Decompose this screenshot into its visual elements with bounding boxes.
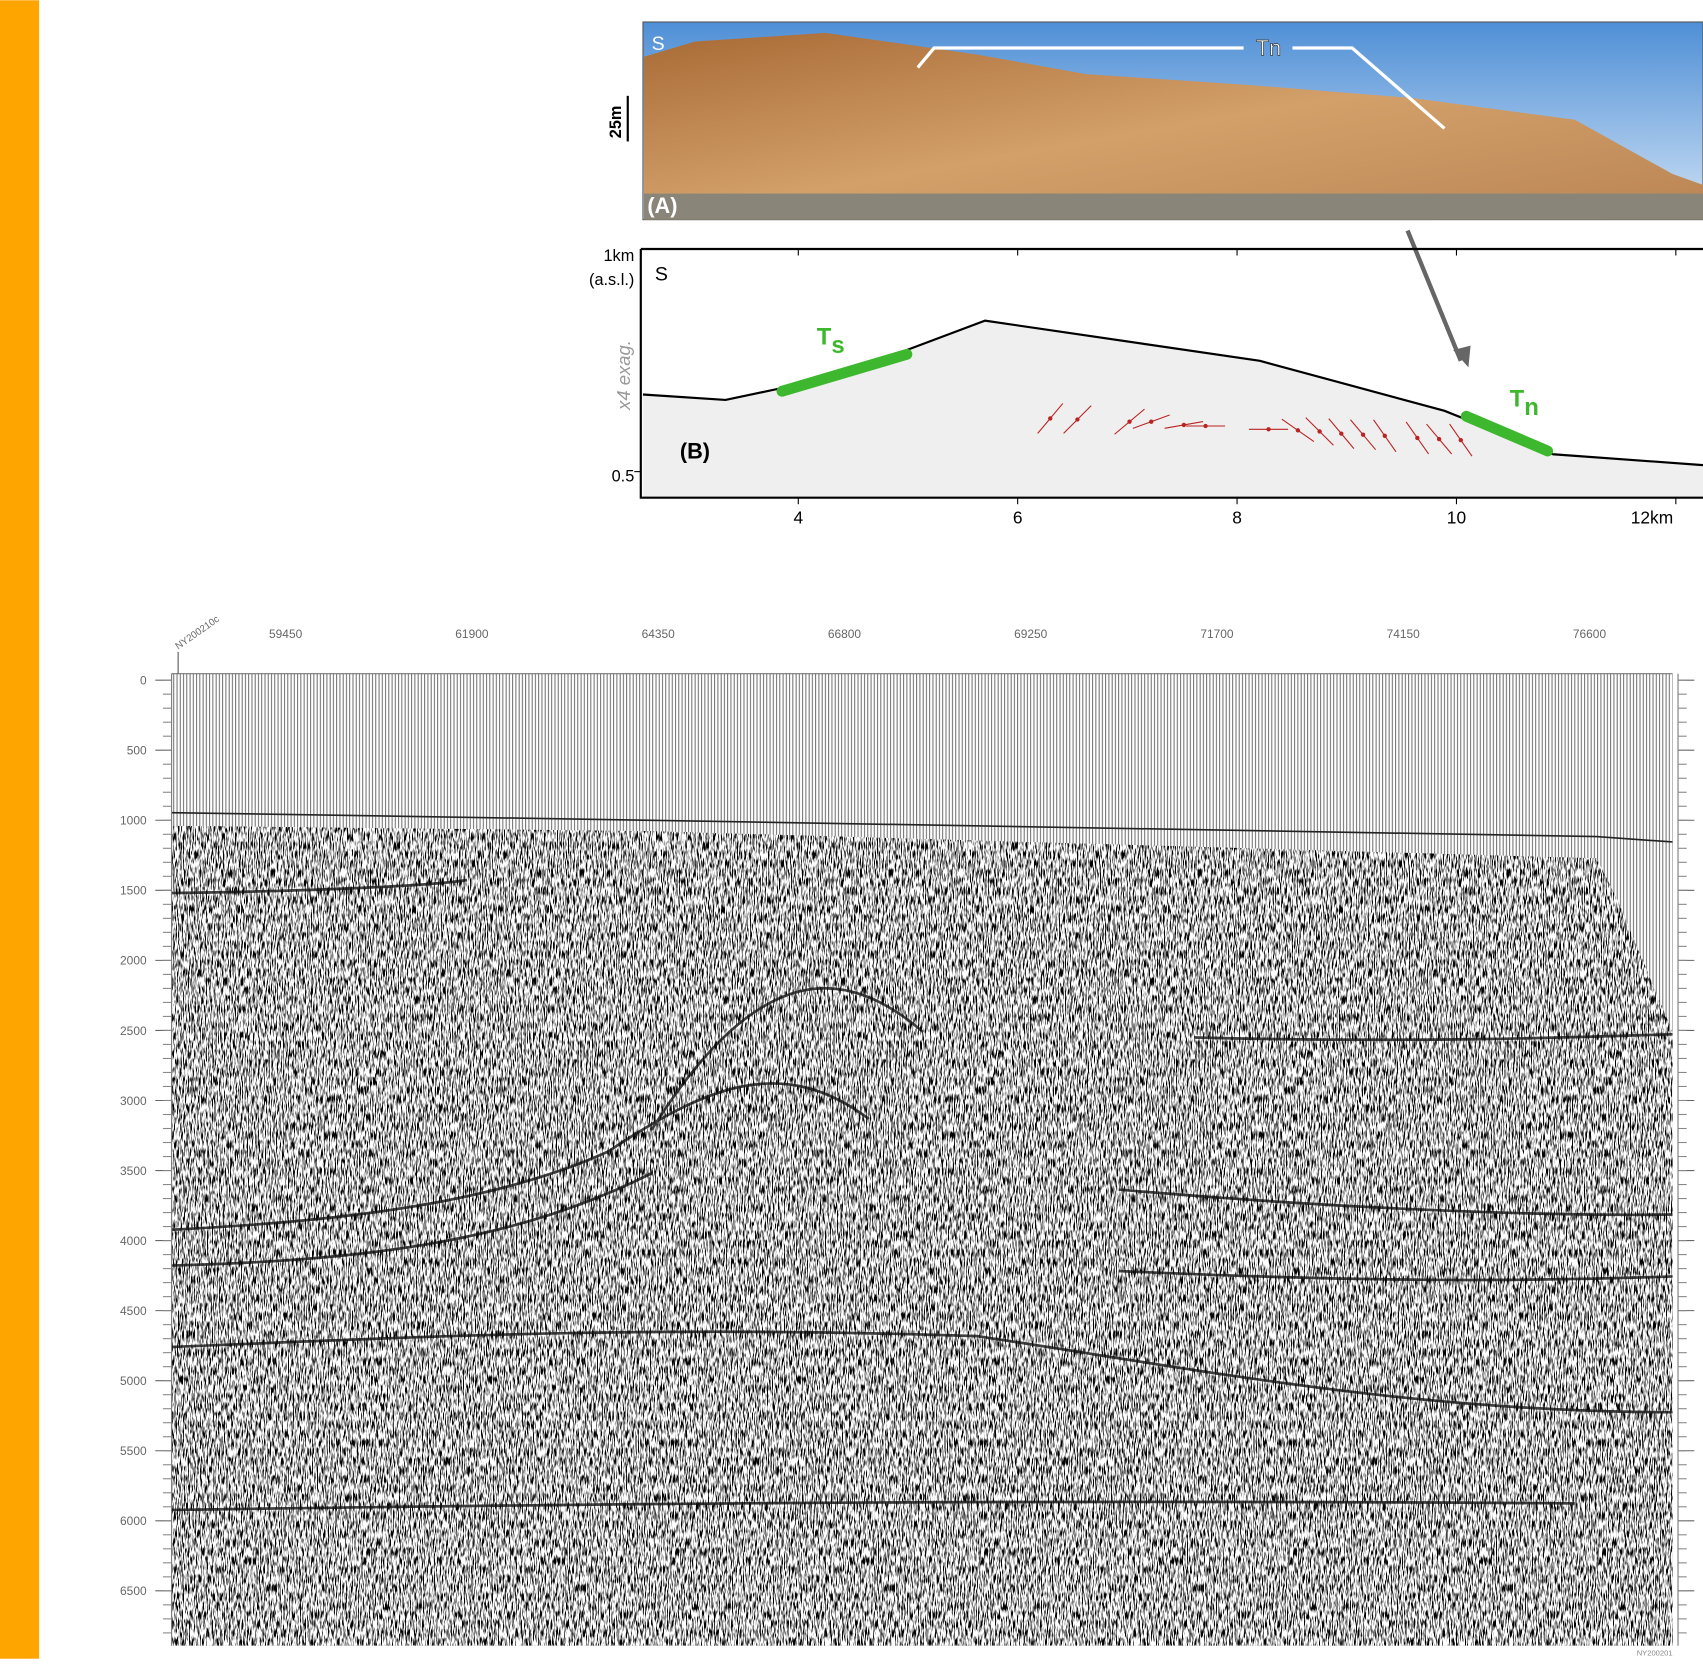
tn-main: T xyxy=(1510,385,1525,412)
dip-dot xyxy=(1075,417,1079,421)
dip-dot xyxy=(1296,428,1300,432)
x-tick-label: 64350 xyxy=(642,627,676,641)
y-top-unit: (a.s.l.) xyxy=(589,271,634,289)
scale-label: 25m xyxy=(607,106,625,139)
tn-label: Tn xyxy=(1510,385,1539,421)
line-id: NY200210c xyxy=(174,614,222,652)
dip-dot xyxy=(1149,419,1153,423)
figure: Tn S (A) 25m S (B) 1km (a.s.l.) 0.5 x4 e… xyxy=(0,0,1703,1659)
dip-dot xyxy=(1266,427,1270,431)
y-tick-label: 3000 xyxy=(120,1094,147,1108)
section-panel: S (B) 1km (a.s.l.) 0.5 x4 exag. Ts Tn 4 6… xyxy=(589,247,1703,528)
y-tick-label: 6000 xyxy=(120,1514,147,1528)
exaggeration: x4 exag. xyxy=(613,340,634,411)
dip-dot xyxy=(1317,429,1321,433)
dip-dot xyxy=(1127,419,1131,423)
y-tick-label: 1500 xyxy=(120,884,147,898)
x-tick-label: 8 xyxy=(1232,508,1242,528)
dip-dot xyxy=(1339,431,1343,435)
y-bottom-label: 0.5 xyxy=(612,467,635,485)
dip-dot xyxy=(1415,436,1419,440)
page: {"panel_a": {"label": "(A)", "direction"… xyxy=(0,0,1703,1664)
footer: NY200201 xyxy=(1637,1648,1673,1657)
x-tick-label: 10 xyxy=(1447,508,1466,528)
ts-label: Ts xyxy=(817,324,845,360)
y-tick-label: 2500 xyxy=(120,1024,147,1038)
dip-dot xyxy=(1048,416,1052,420)
x-tick-label: 6 xyxy=(1013,508,1023,528)
dip-dot xyxy=(1203,424,1207,428)
dip-dot xyxy=(1383,434,1387,438)
ts-sub: s xyxy=(831,332,844,359)
dip-dot xyxy=(1361,433,1365,437)
dip-dot xyxy=(1182,423,1186,427)
x-tick-label: 69250 xyxy=(1014,627,1048,641)
direction: S xyxy=(655,263,668,285)
y-tick-label: 1000 xyxy=(120,814,147,828)
x-tick-label: 76600 xyxy=(1573,627,1607,641)
photo-panel: Tn S (A) 25m xyxy=(607,22,1703,220)
side-bar xyxy=(0,0,39,1658)
y-tick-label: 4500 xyxy=(120,1304,147,1318)
y-tick-label: 5000 xyxy=(120,1374,147,1388)
y-tick-label: 5500 xyxy=(120,1444,147,1458)
x-tick-label: 74150 xyxy=(1387,627,1421,641)
noise-group xyxy=(172,820,1673,1645)
panel-label: (B) xyxy=(680,439,710,464)
x-tick-label: 4 xyxy=(793,508,803,528)
y-tick-label: 2000 xyxy=(120,954,147,968)
x-tick-label: 61900 xyxy=(455,627,489,641)
y-tick-label: 500 xyxy=(127,744,147,758)
y-tick-label: 4000 xyxy=(120,1234,147,1248)
y-tick-label: 6500 xyxy=(120,1584,147,1598)
panel-label: (A) xyxy=(647,193,677,218)
seismic-section: NY200210c NY200201 59450 61900 64350 66800 6… xyxy=(120,614,1694,1658)
ts-main: T xyxy=(817,324,832,351)
dip-dot xyxy=(1459,438,1463,442)
x-tick-label: 59450 xyxy=(269,627,303,641)
direction: S xyxy=(652,33,665,55)
x-tick-label: 66800 xyxy=(828,627,862,641)
annotation: Tn xyxy=(1256,36,1281,61)
dip-dot xyxy=(1437,437,1441,441)
x-tick-label: 71700 xyxy=(1200,627,1234,641)
x-tick-label: 12km xyxy=(1631,508,1673,528)
y-tick-label: 0 xyxy=(140,674,147,688)
y-tick-label: 3500 xyxy=(120,1164,147,1178)
noise xyxy=(172,820,1673,1645)
tn-sub: n xyxy=(1524,394,1539,421)
photo-ground xyxy=(644,194,1703,220)
y-top-label: 1km xyxy=(604,247,635,265)
